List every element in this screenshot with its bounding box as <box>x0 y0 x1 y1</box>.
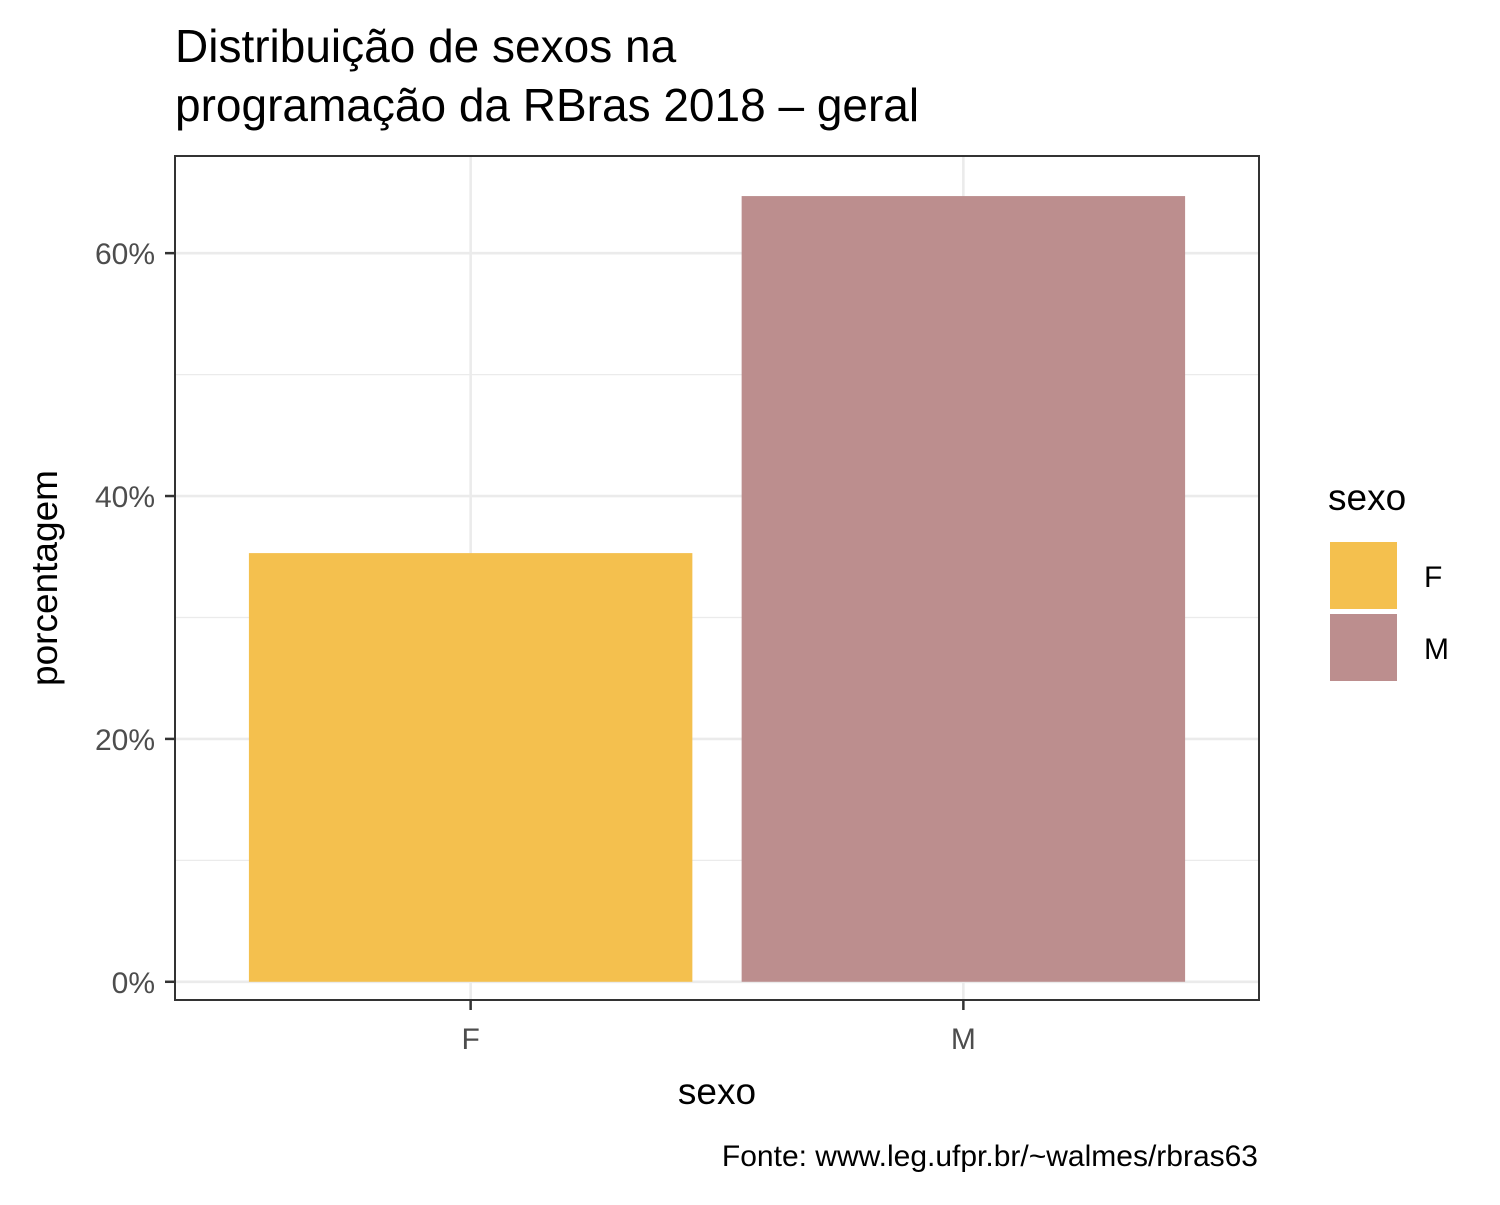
y-axis: 0% 20% 40% 60% <box>95 238 175 1000</box>
bars <box>248 196 1186 982</box>
y-tick-label-2: 40% <box>95 481 155 514</box>
chart-caption: Fonte: www.leg.ufpr.br/~walmes/rbras63 <box>722 1140 1258 1173</box>
plot-border <box>174 155 1260 1001</box>
legend-title: sexo <box>1328 477 1406 518</box>
y-tick-label-1: 20% <box>95 724 155 757</box>
bar-F <box>248 553 693 982</box>
legend-key-F <box>1330 542 1397 609</box>
x-axis-title: sexo <box>678 1071 756 1112</box>
bar-M <box>741 196 1186 982</box>
y-tick-label-3: 60% <box>95 238 155 271</box>
x-tick-label-0: F <box>461 1023 479 1056</box>
chart-title-line-2: programação da RBras 2018 – geral <box>175 79 919 131</box>
y-tick-label-0: 0% <box>112 967 155 1000</box>
chart-title-line-1: Distribuição de sexos na <box>175 20 677 72</box>
x-tick-label-1: M <box>951 1023 976 1056</box>
legend-label-M: M <box>1424 633 1449 666</box>
legend: sexo F M <box>1328 477 1449 681</box>
y-axis-title: porcentagem <box>24 470 65 686</box>
legend-label-F: F <box>1424 561 1442 594</box>
legend-key-M <box>1330 614 1397 681</box>
